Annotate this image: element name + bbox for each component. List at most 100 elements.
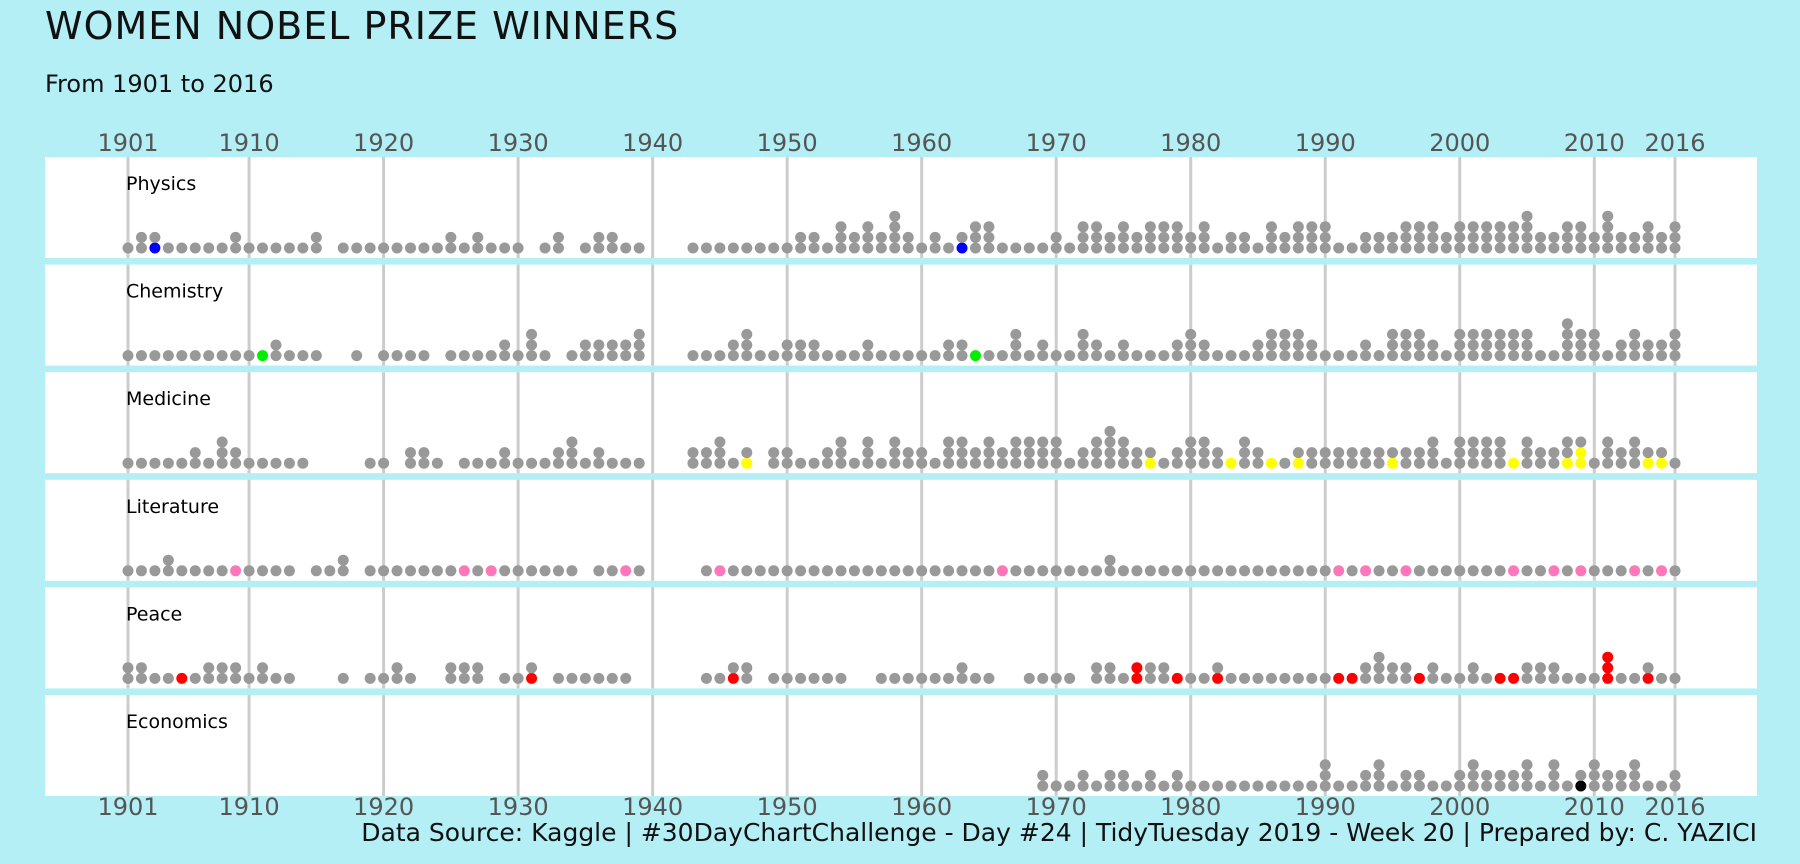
- winner-dot: [1064, 350, 1076, 362]
- winner-dot: [620, 457, 632, 469]
- winner-dot: [1548, 769, 1560, 781]
- winner-dot: [889, 221, 901, 233]
- winner-dot: [822, 447, 834, 459]
- winner-dot: [848, 242, 860, 254]
- winner-dot: [633, 328, 645, 340]
- woman-winner-dot: [1212, 672, 1224, 684]
- winner-dot: [1265, 242, 1277, 254]
- winner-dot: [1037, 447, 1049, 459]
- winner-dot: [633, 565, 645, 577]
- winner-dot: [741, 339, 753, 351]
- winner-dot: [956, 565, 968, 577]
- winner-dot: [862, 436, 874, 448]
- winner-dot: [1575, 436, 1587, 448]
- winner-dot: [1023, 242, 1035, 254]
- x-tick-label-top: 1910: [219, 129, 280, 157]
- winner-dot: [1534, 242, 1546, 254]
- winner-dot: [983, 457, 995, 469]
- woman-winner-dot: [1360, 565, 1372, 577]
- winner-dot: [1602, 221, 1614, 233]
- winner-dot: [1615, 780, 1627, 792]
- winner-dot: [1454, 231, 1466, 243]
- winner-dot: [216, 565, 228, 577]
- winner-dot: [189, 565, 201, 577]
- winner-dot: [472, 457, 484, 469]
- winner-dot: [795, 339, 807, 351]
- winner-dot: [1521, 221, 1533, 233]
- winner-dot: [700, 672, 712, 684]
- winner-dot: [1440, 565, 1452, 577]
- winner-dot: [203, 672, 215, 684]
- winner-dot: [795, 672, 807, 684]
- winner-dot: [1548, 780, 1560, 792]
- winner-dot: [916, 565, 928, 577]
- winner-dot: [458, 350, 470, 362]
- winner-dot: [243, 457, 255, 469]
- winner-dot: [499, 350, 511, 362]
- winner-dot: [1064, 457, 1076, 469]
- winner-dot: [727, 457, 739, 469]
- winner-dot: [1400, 221, 1412, 233]
- woman-winner-dot: [714, 565, 726, 577]
- winner-dot: [404, 447, 416, 459]
- winner-dot: [445, 231, 457, 243]
- winner-dot: [364, 457, 376, 469]
- panel-labels: Physics Chemistry Medicine Literature Peace E…: [126, 173, 228, 733]
- winner-dot: [1225, 231, 1237, 243]
- winner-dot: [754, 350, 766, 362]
- winner-dot: [781, 447, 793, 459]
- winner-dot: [1333, 780, 1345, 792]
- winner-dot: [1252, 565, 1264, 577]
- x-tick-label-bottom: 1960: [891, 793, 952, 821]
- x-tick-label-bottom: 2000: [1429, 793, 1490, 821]
- winner-dot: [378, 457, 390, 469]
- winner-dot: [889, 565, 901, 577]
- x-tick-label-top: 1920: [353, 129, 414, 157]
- winner-dot: [458, 672, 470, 684]
- winner-dot: [1265, 221, 1277, 233]
- winner-dot: [337, 565, 349, 577]
- winner-dot: [1588, 328, 1600, 340]
- winner-dot: [1534, 350, 1546, 362]
- winner-dot: [969, 221, 981, 233]
- data-source-caption: Data Source: Kaggle | #30DayChartChallen…: [361, 818, 1757, 847]
- winner-dot: [526, 339, 538, 351]
- winner-dot: [889, 457, 901, 469]
- winner-dot: [216, 447, 228, 459]
- winner-dot: [1171, 231, 1183, 243]
- winner-dot: [230, 447, 242, 459]
- winner-dot: [1454, 780, 1466, 792]
- x-tick-label-top: 1930: [488, 129, 549, 157]
- winner-dot: [391, 672, 403, 684]
- winner-dot: [1602, 210, 1614, 222]
- winner-dot: [1198, 221, 1210, 233]
- winner-dot: [1427, 565, 1439, 577]
- winner-dot: [1508, 221, 1520, 233]
- winner-dot: [1413, 780, 1425, 792]
- winner-dot: [1104, 780, 1116, 792]
- winner-dot: [1642, 339, 1654, 351]
- winner-dot: [1346, 242, 1358, 254]
- winner-dot: [391, 242, 403, 254]
- winner-dot: [122, 350, 134, 362]
- winner-dot: [1454, 672, 1466, 684]
- winner-dot: [1144, 242, 1156, 254]
- winner-dot: [1144, 662, 1156, 674]
- winner-dot: [795, 565, 807, 577]
- winner-dot: [351, 242, 363, 254]
- winner-dot: [862, 242, 874, 254]
- winner-dot: [1669, 780, 1681, 792]
- winner-dot: [1494, 328, 1506, 340]
- winner-dot: [1669, 565, 1681, 577]
- woman-winner-dot: [1292, 457, 1304, 469]
- winner-dot: [902, 242, 914, 254]
- winner-dot: [1077, 328, 1089, 340]
- winner-dot: [1306, 565, 1318, 577]
- winner-dot: [1508, 769, 1520, 781]
- winner-dot: [1588, 231, 1600, 243]
- winner-dot: [216, 242, 228, 254]
- winner-dot: [929, 350, 941, 362]
- winner-dot: [1050, 436, 1062, 448]
- winner-dot: [364, 565, 376, 577]
- winner-dot: [566, 672, 578, 684]
